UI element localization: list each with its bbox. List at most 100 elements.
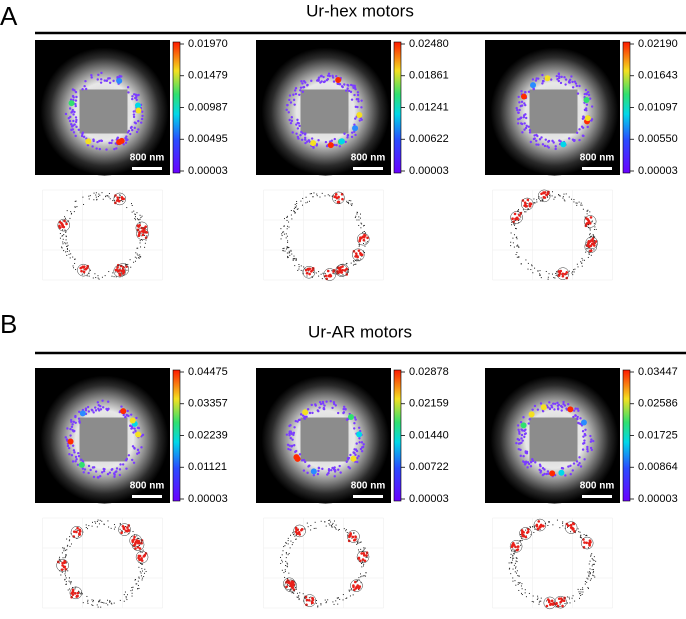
localization <box>298 453 302 456</box>
map-point <box>547 276 549 278</box>
map-point <box>136 253 138 255</box>
map-point <box>108 193 110 195</box>
map-point <box>286 216 288 218</box>
map-point <box>568 270 570 272</box>
map-point <box>109 600 111 602</box>
map-point <box>365 556 367 558</box>
localization <box>534 461 537 464</box>
map-point <box>508 562 510 564</box>
map-point <box>287 255 289 257</box>
map-point <box>65 235 67 237</box>
localization <box>137 426 141 430</box>
localization <box>559 81 563 85</box>
localization <box>589 446 593 450</box>
map-point <box>62 547 64 549</box>
map-point <box>363 575 365 577</box>
map-point <box>350 203 352 205</box>
localization <box>352 451 355 454</box>
cluster-point <box>352 585 355 589</box>
hotspot <box>310 468 317 475</box>
map-point <box>532 272 534 274</box>
map-point <box>328 520 330 522</box>
map-point <box>515 237 517 239</box>
localization <box>339 471 342 474</box>
map-point <box>61 235 63 237</box>
hotspot <box>67 438 74 445</box>
cluster-outline <box>533 518 547 532</box>
map-point <box>515 572 517 574</box>
map-point <box>88 525 90 527</box>
map-point <box>131 592 133 594</box>
hotspot <box>78 461 85 468</box>
map-point <box>513 553 515 555</box>
map-point <box>88 275 90 277</box>
localization <box>102 469 106 473</box>
localization <box>101 406 105 409</box>
localization <box>90 74 93 77</box>
map-point <box>109 198 111 200</box>
localization <box>332 400 336 404</box>
map-point <box>519 540 521 542</box>
map-point <box>587 224 589 226</box>
map-point <box>297 595 299 597</box>
colorbar-label: 0.01440 <box>409 429 449 441</box>
localization <box>517 438 521 442</box>
map-point <box>585 535 587 537</box>
localization <box>354 453 357 457</box>
cluster-point <box>122 271 126 274</box>
localization <box>347 465 350 469</box>
localization <box>298 418 301 422</box>
cluster-point <box>523 201 527 205</box>
map-point <box>88 198 90 200</box>
localization <box>579 417 582 420</box>
localization <box>98 409 101 412</box>
map-point <box>125 264 127 266</box>
map-point <box>366 241 368 243</box>
map-point <box>337 529 339 531</box>
map-point <box>97 277 99 279</box>
localization <box>75 95 78 99</box>
cluster-point <box>82 265 86 268</box>
map-point <box>528 208 530 210</box>
map-point <box>298 599 300 601</box>
map-point <box>295 207 297 209</box>
map-point <box>62 235 64 237</box>
localization <box>328 74 331 78</box>
map-point <box>295 258 297 260</box>
map-point <box>70 581 72 583</box>
map-point <box>282 248 284 250</box>
localization <box>528 418 531 421</box>
map-point <box>146 235 148 237</box>
localization <box>553 408 556 411</box>
map-point <box>573 269 575 271</box>
cluster-point <box>300 527 304 531</box>
map-point <box>588 253 590 255</box>
map-point <box>317 605 319 607</box>
localization <box>113 147 116 151</box>
localization <box>69 418 73 422</box>
map-point <box>572 595 574 597</box>
localization <box>303 460 307 464</box>
localization <box>332 467 335 470</box>
map-point <box>587 547 589 549</box>
localization <box>590 118 594 121</box>
localization <box>72 420 75 423</box>
map-point <box>586 213 588 215</box>
cluster-point <box>127 528 130 532</box>
map-point <box>89 195 91 197</box>
localization <box>360 449 364 453</box>
map-point <box>64 242 66 244</box>
colorbar-label: 0.00003 <box>638 493 678 505</box>
map-point <box>281 233 283 235</box>
map-point <box>134 256 136 258</box>
map-point <box>132 531 134 533</box>
localization <box>360 118 363 121</box>
map-point <box>587 587 589 589</box>
cluster-point <box>118 273 122 277</box>
map-point <box>121 530 123 532</box>
map-point <box>108 526 110 528</box>
localization <box>346 136 349 139</box>
localization <box>519 104 522 108</box>
localization <box>333 470 337 473</box>
